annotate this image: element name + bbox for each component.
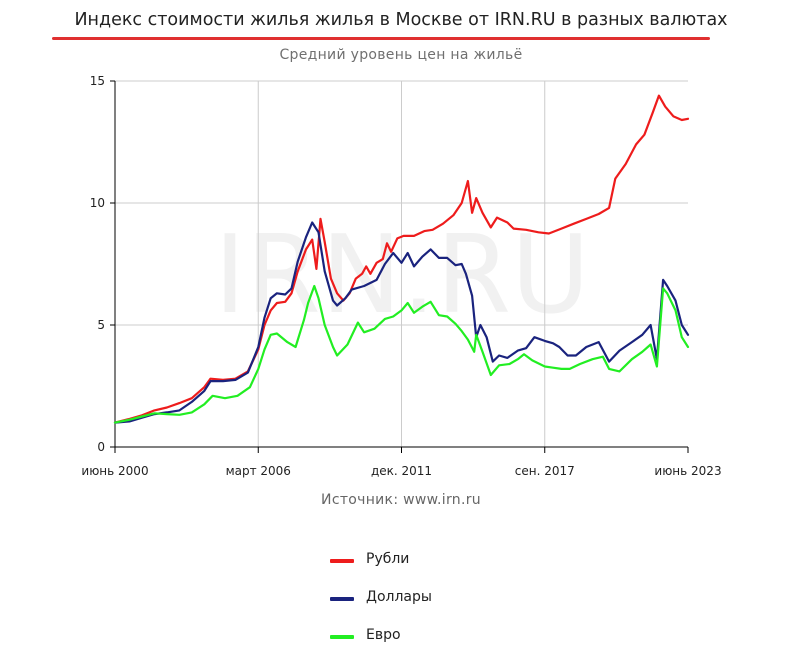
legend-label-2: Евро — [366, 627, 401, 643]
grid — [115, 80, 688, 447]
y-tick-label-1: 5 — [97, 318, 105, 332]
y-tick-label-0: 0 — [97, 440, 105, 454]
y-tick-label-2: 10 — [90, 196, 105, 210]
series-lines — [113, 94, 690, 424]
tick-labels: 0 5 10 15 июнь 2000 март 2006 дек. 2011 сен. 20… — [81, 74, 721, 478]
legend-swatch-1 — [330, 597, 354, 601]
x-tick-label-1: март 2006 — [226, 464, 291, 478]
legend-swatch-2 — [330, 635, 354, 639]
x-tick-label-4: июнь 2023 — [654, 464, 721, 478]
title-underline — [52, 37, 710, 40]
chart-title: Индекс стоимости жилья жилья в Москве от… — [74, 10, 728, 30]
x-tick-label-2: дек. 2011 — [371, 464, 432, 478]
x-tick-label-3: сен. 2017 — [515, 464, 575, 478]
series-line-1 — [113, 221, 690, 424]
axes — [110, 80, 689, 453]
chart-subtitle: Средний уровень цен на жильё — [279, 47, 523, 63]
x-tick-label-0: июнь 2000 — [81, 464, 148, 478]
series-line-2 — [113, 284, 690, 424]
legend-label-0: Рубли — [366, 551, 410, 567]
y-tick-label-3: 15 — [90, 74, 105, 88]
legend-swatch-0 — [330, 559, 354, 563]
legend-label-1: Доллары — [366, 589, 432, 605]
source-note: Источник: www.irn.ru — [321, 492, 481, 508]
